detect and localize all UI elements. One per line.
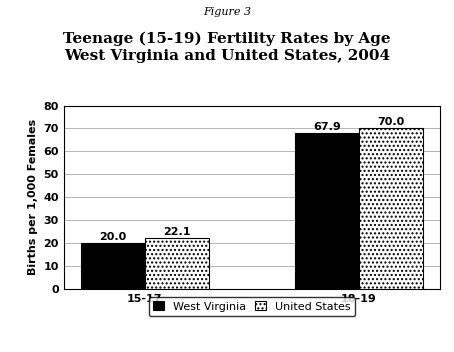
Text: 20.0: 20.0 <box>99 232 126 242</box>
Text: 70.0: 70.0 <box>378 117 405 127</box>
Text: Teenage (15-19) Fertility Rates by Age
West Virginia and United States, 2004: Teenage (15-19) Fertility Rates by Age W… <box>63 32 391 63</box>
Text: 22.1: 22.1 <box>163 227 191 237</box>
Text: Figure 3: Figure 3 <box>203 7 251 17</box>
Y-axis label: Births per 1,000 Females: Births per 1,000 Females <box>28 119 38 275</box>
Legend: West Virginia, United States: West Virginia, United States <box>149 297 355 316</box>
Bar <box>81 243 145 289</box>
Bar <box>359 128 423 289</box>
Bar <box>145 238 209 289</box>
Text: 67.9: 67.9 <box>313 122 341 132</box>
Bar <box>295 133 359 289</box>
